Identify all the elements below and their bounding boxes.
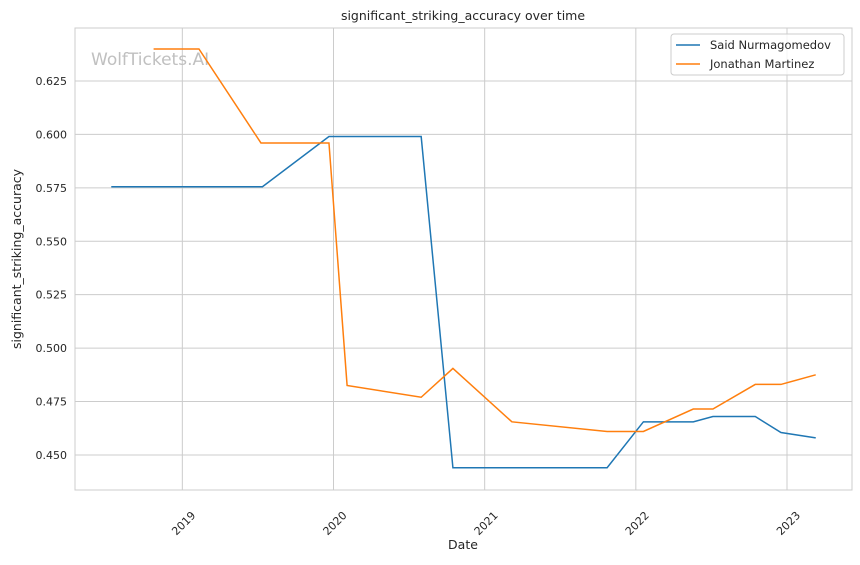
chart-title: significant_striking_accuracy over time: [341, 8, 585, 23]
y-tick-label: 0.550: [36, 235, 68, 248]
y-tick-label: 0.475: [36, 396, 68, 409]
legend-label-1: Jonathan Martinez: [709, 57, 814, 71]
x-axis-label: Date: [448, 537, 478, 552]
plot-frame: [75, 28, 852, 490]
x-tick-label: 2022: [623, 509, 652, 538]
y-axis-label: significant_striking_accuracy: [9, 168, 24, 349]
series-line-0: [111, 137, 815, 468]
x-tick-label: 2021: [472, 509, 501, 538]
y-tick-label: 0.500: [36, 342, 68, 355]
y-tick-label: 0.575: [36, 182, 68, 195]
legend: Said Nurmagomedov Jonathan Martinez: [671, 34, 844, 75]
x-tick-label: 2019: [169, 509, 198, 538]
watermark: WolfTickets.AI: [91, 50, 209, 70]
y-tick-label: 0.450: [36, 449, 68, 462]
y-tick-label: 0.525: [36, 289, 68, 302]
x-tick-label: 2020: [321, 509, 350, 538]
y-tick-label: 0.600: [36, 128, 68, 141]
y-tick-label: 0.625: [36, 75, 68, 88]
legend-label-0: Said Nurmagomedov: [710, 38, 831, 52]
x-tick-label: 2023: [774, 509, 803, 538]
